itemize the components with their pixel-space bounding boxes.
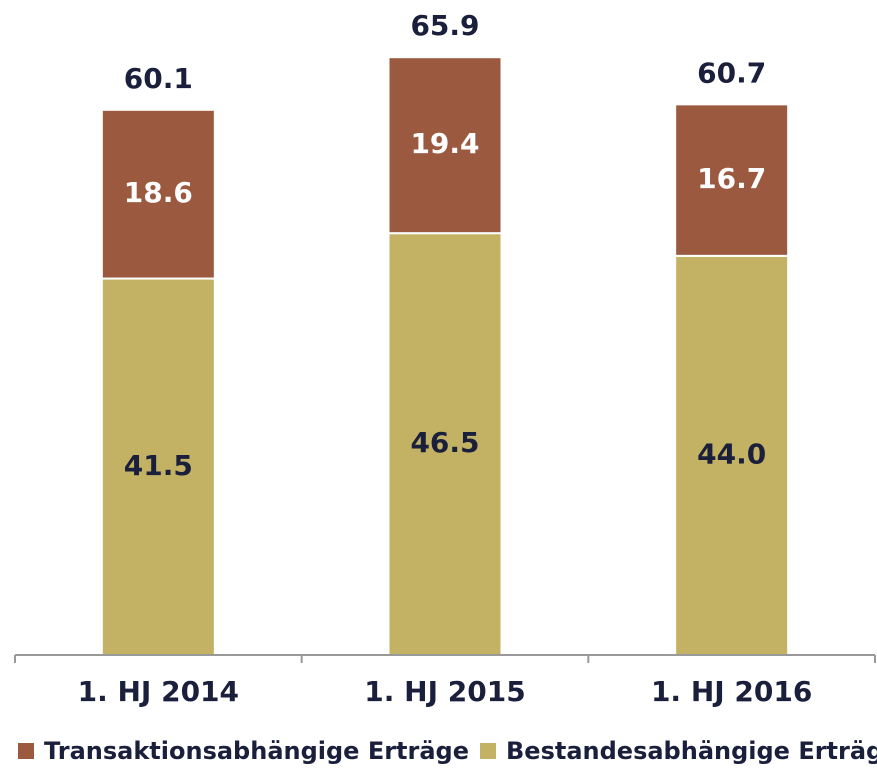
value-label: 18.6 [124,176,193,209]
x-tick-label: 1. HJ 2014 [78,675,239,708]
bar-segment [387,56,503,235]
bar-segment [674,254,790,656]
value-label: 16.7 [697,162,766,195]
x-tick-label: 1. HJ 2016 [651,675,812,708]
legend-label: Bestandesabhängige Erträge [506,737,877,765]
bar-segment [100,108,216,280]
legend-label: Transaktionsabhängige Erträge [44,737,469,765]
value-label: 19.4 [410,127,479,160]
total-label: 65.9 [410,9,479,42]
x-tick-label: 1. HJ 2015 [364,675,525,708]
total-label: 60.1 [124,62,193,95]
bar-segment [100,277,216,656]
legend-swatch [480,743,496,759]
bar-segment [674,103,790,257]
legend-swatch [18,743,34,759]
value-label: 41.5 [124,449,193,482]
total-label: 60.7 [697,56,766,89]
value-label: 44.0 [697,437,766,470]
value-label: 46.5 [410,426,479,459]
